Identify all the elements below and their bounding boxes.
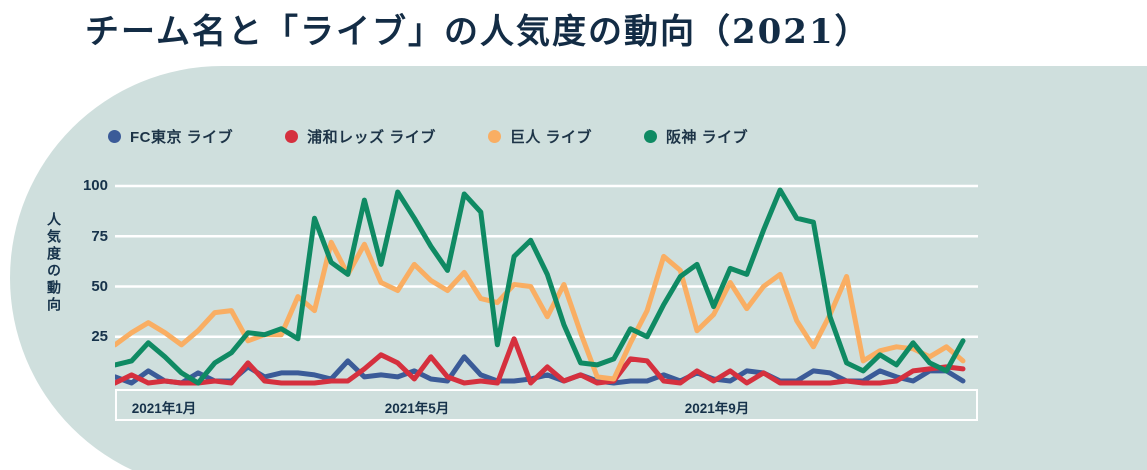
y-axis-ticks: 100 75 50 25 <box>0 175 108 395</box>
legend-label: 阪神 ライブ <box>666 129 749 146</box>
legend-dot-icon <box>644 130 658 143</box>
y-tick-25: 25 <box>91 328 108 345</box>
legend-dot-icon <box>285 130 299 143</box>
y-axis-title: 人気度の動向 <box>46 212 62 314</box>
page-title: チーム名と「ライブ」の人気度の動向（2021） <box>85 12 871 52</box>
x-label-jan: 2021年1月 <box>131 401 197 416</box>
line-chart <box>115 184 978 386</box>
x-axis-strip: 2021年1月 2021年5月 2021年9月 <box>115 389 978 421</box>
chart-card-background <box>10 66 1147 470</box>
y-tick-50: 50 <box>91 278 108 295</box>
series-line-hanshin <box>115 187 966 386</box>
y-tick-75: 75 <box>91 228 108 245</box>
legend-item-hanshin[interactable]: 阪神 ライブ <box>644 126 748 147</box>
x-label-may: 2021年5月 <box>384 401 450 416</box>
legend-item-kyojin[interactable]: 巨人 ライブ <box>487 126 593 147</box>
legend-label: 巨人 ライブ <box>509 129 593 146</box>
legend-dot-icon <box>108 130 121 143</box>
plot-area[interactable] <box>115 175 978 389</box>
legend-item-fc-tokyo[interactable]: FC東京 ライブ <box>108 126 233 147</box>
legend: FC東京 ライブ 浦和レッズ ライブ 巨人 ライブ 阪神 ライブ <box>108 126 748 147</box>
legend-dot-icon <box>487 130 501 143</box>
legend-label: FC東京 ライブ <box>130 129 234 146</box>
legend-item-urawa-reds[interactable]: 浦和レッズ ライブ <box>285 126 436 147</box>
legend-label: 浦和レッズ ライブ <box>307 129 436 146</box>
y-tick-100: 100 <box>82 177 108 194</box>
series-line-kyojin <box>115 239 966 382</box>
series-line-urawa-reds <box>115 336 966 386</box>
x-label-sep: 2021年9月 <box>684 401 750 416</box>
